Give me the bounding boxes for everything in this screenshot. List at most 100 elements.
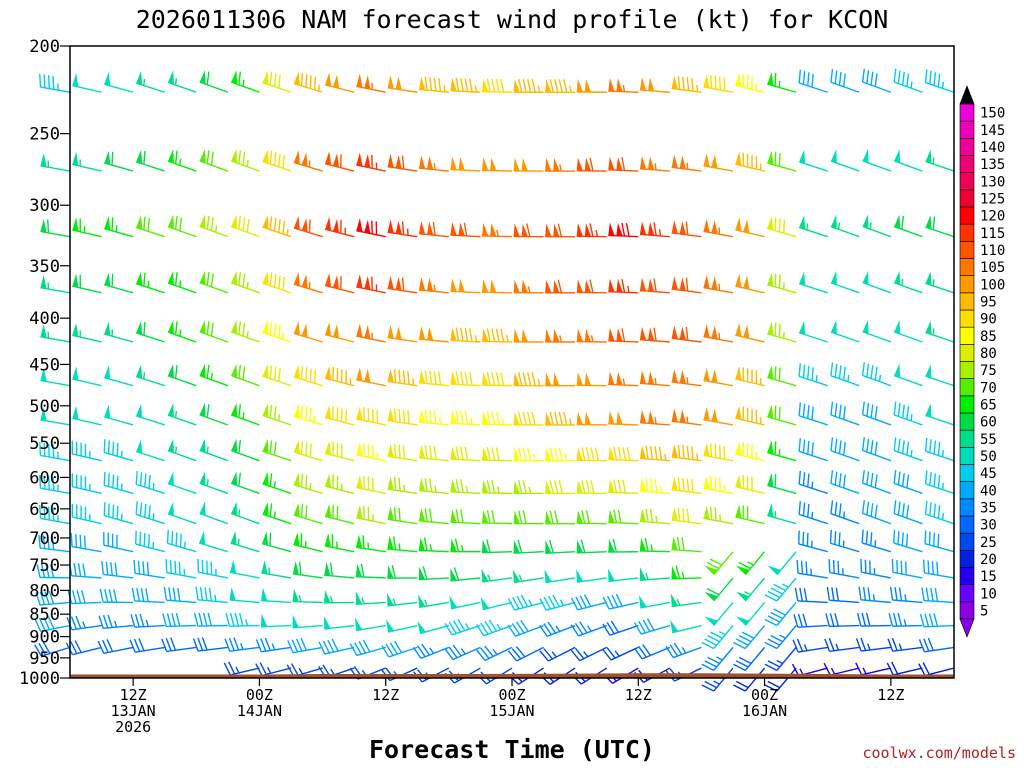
wind-barb-half-feather	[152, 483, 155, 490]
wind-barb-pennant	[418, 566, 426, 580]
wind-barb-feather	[843, 366, 846, 381]
wind-barb-pennant	[830, 320, 837, 335]
wind-barb-staff	[829, 667, 860, 676]
wind-barb-feather	[429, 478, 433, 492]
wind-barb-half-feather	[113, 620, 118, 628]
wind-barb	[703, 505, 734, 525]
wind-barb-feather	[206, 404, 210, 418]
wind-barb-staff	[135, 82, 165, 93]
wind-barb	[481, 223, 513, 238]
wind-barb-feather	[453, 567, 460, 581]
wind-barb	[570, 621, 607, 637]
wind-barb-pennant	[671, 476, 678, 491]
wind-barb	[261, 587, 292, 604]
wind-barb-staff	[450, 601, 481, 610]
wind-barb-staff	[703, 454, 734, 462]
wind-barb-pennant	[648, 327, 655, 341]
wind-barb	[34, 616, 71, 632]
wind-barb	[507, 646, 544, 662]
wind-barb-pennant	[40, 367, 47, 382]
wind-barb-staff	[830, 542, 860, 553]
wind-barb	[450, 222, 481, 238]
wind-barb-feather	[701, 663, 715, 671]
wind-barb	[764, 646, 797, 671]
wind-barb	[639, 409, 670, 426]
wind-barb-pennant	[639, 221, 647, 235]
wind-barb-staff	[703, 517, 734, 525]
wind-barb	[671, 325, 702, 343]
wind-barb-feather	[208, 587, 213, 602]
wind-barb-half-feather	[622, 378, 626, 386]
wind-barb-staff	[103, 573, 134, 579]
wind-barb-staff	[356, 379, 386, 387]
wind-barb-staff	[104, 162, 134, 172]
wind-barb-pennant	[616, 328, 623, 342]
wind-barb-feather	[774, 322, 777, 337]
wind-barb-feather	[937, 474, 941, 489]
wind-barb	[261, 531, 292, 553]
wind-barb	[545, 480, 576, 495]
wind-barb-half-feather	[696, 85, 699, 92]
wind-barb-staff	[450, 168, 481, 172]
wind-barb	[135, 215, 165, 238]
wind-barb-staff	[293, 332, 323, 343]
wind-barb-half-feather	[782, 583, 789, 588]
wind-barb-pennant	[648, 410, 655, 424]
wind-barb-staff	[71, 601, 102, 605]
wind-barb-feather	[861, 529, 864, 544]
wind-barb	[670, 619, 702, 634]
wind-barb-feather	[491, 78, 496, 93]
wind-barb-pennant	[450, 478, 457, 493]
wind-barb-feather	[305, 73, 308, 88]
wind-barb	[104, 365, 134, 387]
wind-barb-pennant	[325, 503, 332, 518]
wind-barb-feather	[175, 612, 181, 627]
wind-barb-feather	[455, 77, 460, 92]
wind-barb-feather	[798, 470, 802, 485]
wind-barb-pennant	[167, 70, 174, 85]
wind-barb-feather	[238, 364, 242, 379]
colorbar-swatch	[959, 138, 975, 156]
wind-barb-staff	[199, 160, 229, 172]
wind-barb-staff	[608, 383, 639, 387]
wind-barb-feather	[135, 501, 138, 515]
colorbar-swatch	[959, 309, 975, 328]
wind-barb-pennant	[199, 471, 206, 486]
wind-barb-feather	[539, 650, 549, 662]
wind-barb-half-feather	[506, 335, 509, 343]
wind-barb-pennant	[639, 77, 647, 91]
wind-barb	[639, 478, 670, 495]
wind-barb-feather	[764, 684, 778, 692]
wind-barb-pennant	[482, 479, 489, 493]
wind-barb	[830, 362, 860, 387]
wind-barb-half-feather	[460, 648, 466, 655]
wind-barb-staff	[104, 284, 134, 294]
wind-barb-feather	[802, 502, 806, 516]
wind-barb-feather	[80, 589, 86, 604]
wind-barb-feather	[613, 479, 618, 493]
wind-barb-feather	[621, 279, 626, 293]
wind-barb	[72, 73, 102, 93]
wind-barb	[104, 150, 134, 172]
wind-barb-pennant	[167, 214, 174, 229]
wind-barb-staff	[703, 230, 734, 238]
wind-barb-pennant	[553, 372, 560, 386]
wind-barb-feather	[626, 447, 631, 461]
wind-barb-half-feather	[910, 81, 913, 89]
wind-barb-pennant	[679, 370, 686, 384]
wind-barb-feather	[448, 621, 457, 634]
wind-barb-feather	[735, 680, 749, 689]
wind-barb	[513, 328, 544, 343]
wind-barb-pennant	[40, 324, 47, 338]
wind-barb-pennant	[199, 319, 206, 334]
wind-barb-staff	[609, 624, 639, 636]
wind-barb-feather	[460, 327, 464, 342]
wind-barb-feather	[455, 410, 460, 424]
wind-barb	[639, 221, 670, 238]
wind-barb-feather	[238, 150, 242, 164]
wind-barb-feather	[83, 535, 87, 549]
wind-barb	[513, 510, 544, 525]
wind-barb	[230, 402, 260, 426]
wind-barb-feather	[709, 558, 723, 566]
wind-barb	[131, 587, 165, 604]
